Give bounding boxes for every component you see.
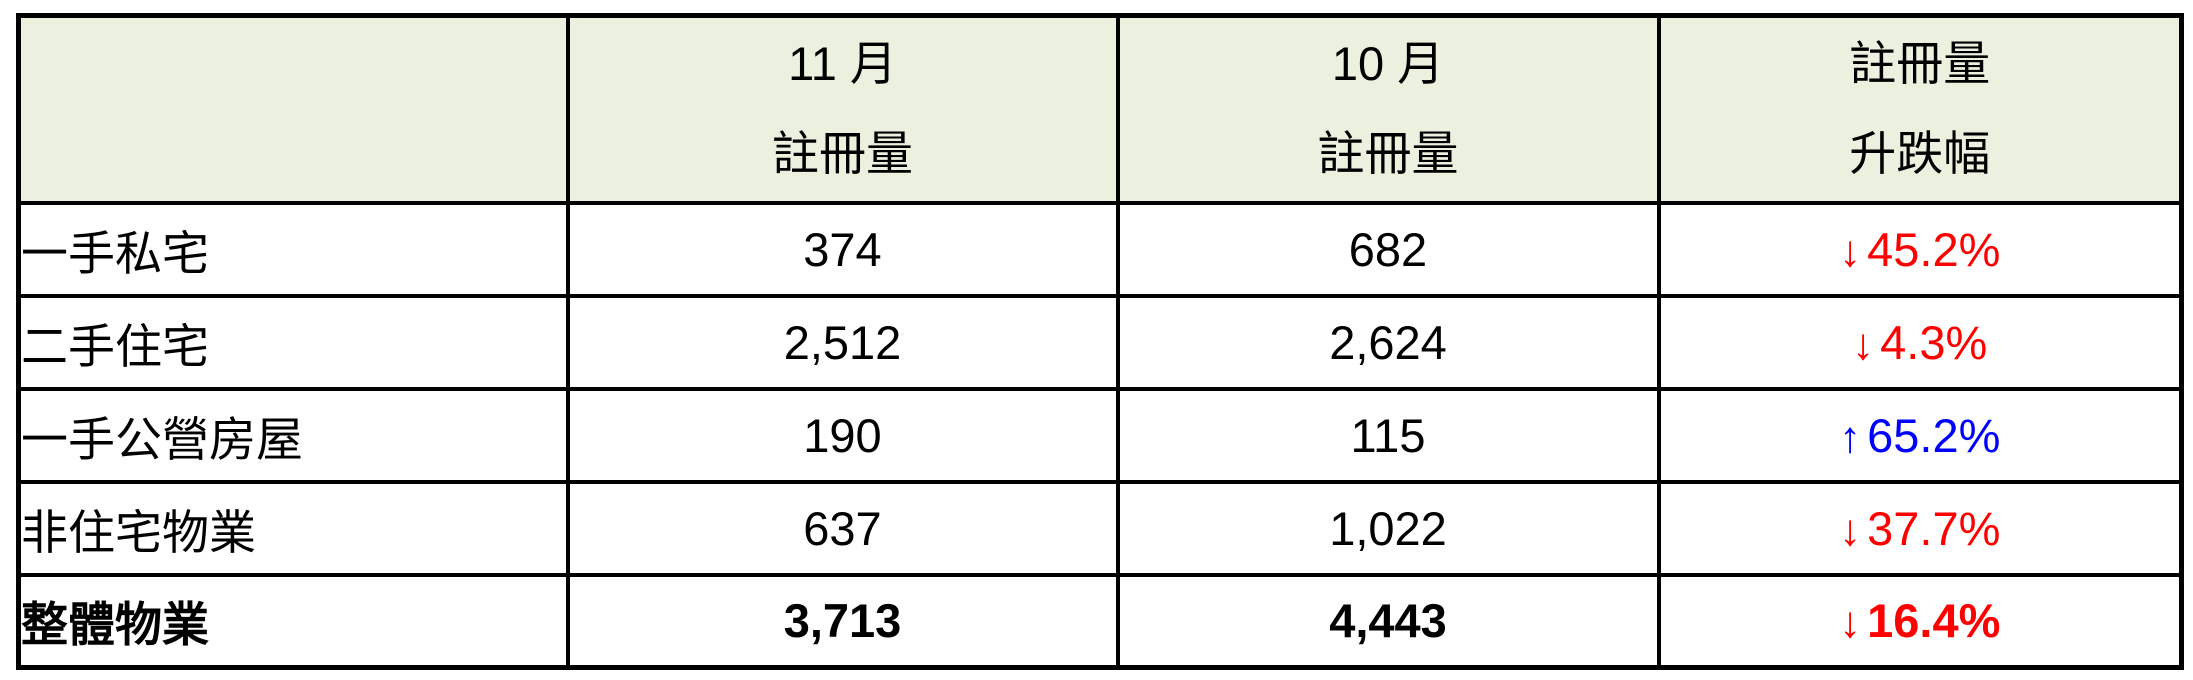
down-arrow-icon: ↓ (1839, 505, 1862, 555)
header-cell-october: 10 月 註冊量 (1115, 13, 1661, 205)
oct-value: 1,022 (1115, 479, 1661, 577)
change-value-cell: ↓ 16.4% (1656, 572, 2184, 670)
header-change-line2: 升跌幅 (1849, 127, 1991, 181)
table-row-overall-total: 整體物業 3,713 4,443 ↓ 16.4% (16, 572, 2184, 670)
table-row-first-hand-public-housing: 一手公營房屋 190 115 ↑ 65.2% (16, 386, 2184, 484)
row-label: 整體物業 (16, 572, 570, 670)
row-label: 一手公營房屋 (16, 386, 570, 484)
registration-table-container: 11 月 註冊量 10 月 註冊量 註冊量 升跌幅 一手私宅 374 682 (16, 13, 2184, 670)
change-value-cell: ↑ 65.2% (1656, 386, 2184, 484)
row-label: 一手私宅 (16, 200, 570, 298)
row-label: 二手住宅 (16, 293, 570, 391)
oct-value: 4,443 (1115, 572, 1661, 670)
header-october-label: 註冊量 (1317, 127, 1459, 181)
change-value-cell: ↓ 4.3% (1656, 293, 2184, 391)
header-cell-empty (16, 13, 570, 205)
change-percent: 37.7% (1867, 501, 2001, 555)
oct-value: 2,624 (1115, 293, 1661, 391)
table-body: 一手私宅 374 682 ↓ 45.2% 二手住宅 2,512 2,624 ↓ 4.… (16, 200, 2184, 670)
nov-value: 3,713 (565, 572, 1120, 670)
change-percent: 45.2% (1867, 222, 2001, 276)
nov-value: 637 (565, 479, 1120, 577)
change-percent: 65.2% (1867, 408, 2001, 462)
header-october-month: 10 月 (1331, 37, 1445, 91)
oct-value: 682 (1115, 200, 1661, 298)
registration-table: 11 月 註冊量 10 月 註冊量 註冊量 升跌幅 一手私宅 374 682 (16, 13, 2184, 670)
nov-value: 190 (565, 386, 1120, 484)
header-november-label: 註冊量 (772, 127, 913, 181)
up-arrow-icon: ↑ (1839, 412, 1862, 462)
header-cell-november: 11 月 註冊量 (565, 13, 1120, 205)
header-row: 11 月 註冊量 10 月 註冊量 註冊量 升跌幅 (16, 13, 2184, 205)
nov-value: 2,512 (565, 293, 1120, 391)
table-row-second-hand-residential: 二手住宅 2,512 2,624 ↓ 4.3% (16, 293, 2184, 391)
header-cell-change: 註冊量 升跌幅 (1656, 13, 2184, 205)
header-change-line1: 註冊量 (1849, 37, 1991, 91)
table-row-first-hand-private: 一手私宅 374 682 ↓ 45.2% (16, 200, 2184, 298)
header-november-month: 11 月 (788, 37, 897, 91)
down-arrow-icon: ↓ (1852, 319, 1875, 369)
oct-value: 115 (1115, 386, 1661, 484)
table-row-non-residential: 非住宅物業 637 1,022 ↓ 37.7% (16, 479, 2184, 577)
change-value-cell: ↓ 45.2% (1656, 200, 2184, 298)
nov-value: 374 (565, 200, 1120, 298)
change-percent: 16.4% (1867, 594, 2001, 648)
change-percent: 4.3% (1880, 315, 1988, 369)
down-arrow-icon: ↓ (1839, 226, 1862, 276)
table-header: 11 月 註冊量 10 月 註冊量 註冊量 升跌幅 (16, 13, 2184, 205)
change-value-cell: ↓ 37.7% (1656, 479, 2184, 577)
row-label: 非住宅物業 (16, 479, 570, 577)
down-arrow-icon: ↓ (1839, 598, 1862, 648)
